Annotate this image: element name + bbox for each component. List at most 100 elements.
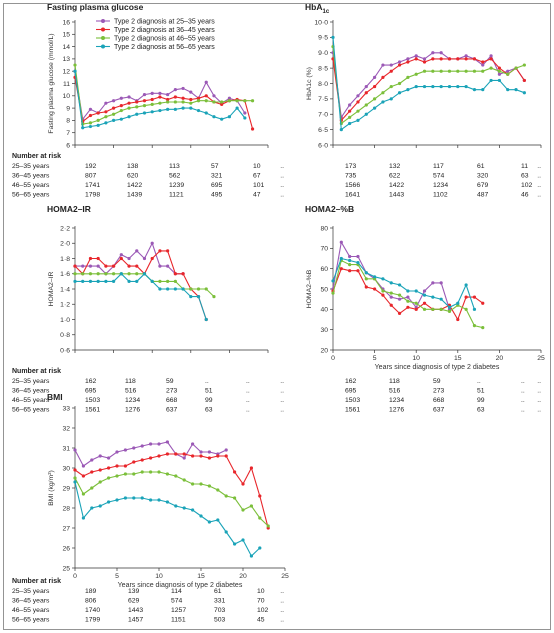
risk-cell: 1561 — [85, 407, 100, 414]
data-point-56-65 — [196, 295, 201, 299]
y-tick-label: 31 — [62, 445, 70, 452]
y-tick-label: 10·0 — [314, 19, 328, 26]
risk-cell: 46 — [521, 192, 529, 199]
data-point-36-45 — [258, 494, 262, 498]
data-point-46-55 — [348, 115, 352, 119]
risk-cell: .. — [537, 388, 541, 395]
data-point-25-35 — [142, 92, 147, 97]
data-point-25-35 — [397, 60, 402, 64]
data-point-36-45 — [464, 295, 468, 299]
data-point-56-65 — [431, 84, 435, 89]
data-point-25-35 — [406, 295, 410, 299]
data-point-56-65 — [196, 108, 201, 113]
data-point-56-65 — [489, 78, 493, 83]
data-point-36-45 — [88, 113, 93, 118]
data-point-36-45 — [207, 456, 211, 460]
risk-cell: 118 — [389, 378, 400, 385]
data-point-56-65 — [191, 508, 195, 512]
data-point-36-45 — [123, 464, 127, 468]
data-point-46-55 — [364, 277, 368, 281]
risk-cell: .. — [537, 407, 541, 414]
data-point-56-65 — [142, 111, 147, 115]
data-point-36-45 — [250, 127, 255, 131]
data-point-46-55 — [472, 324, 477, 328]
data-point-25-35 — [489, 54, 493, 58]
data-point-46-55 — [88, 272, 93, 276]
data-point-46-55 — [73, 63, 77, 67]
data-point-46-55 — [348, 263, 352, 267]
data-point-36-45 — [373, 84, 377, 89]
y-tick-label: 32 — [62, 425, 70, 432]
data-point-36-45 — [373, 287, 377, 291]
data-point-25-35 — [88, 107, 93, 111]
data-point-46-55 — [207, 484, 211, 488]
data-point-36-45 — [127, 264, 131, 268]
data-point-36-45 — [348, 269, 352, 273]
y-tick-label: 9·0 — [318, 50, 328, 57]
data-point-46-55 — [381, 289, 385, 293]
chart-fpg: Fasting plasma glucose678910111213141516… — [12, 2, 284, 199]
data-point-36-45 — [489, 57, 493, 61]
data-point-36-45 — [112, 264, 116, 268]
data-point-56-65 — [389, 281, 393, 285]
x-tick-label: 15 — [197, 573, 205, 580]
data-point-56-65 — [243, 116, 247, 120]
data-point-46-55 — [189, 287, 193, 291]
data-point-36-45 — [204, 94, 208, 98]
y-tick-label: 1·2 — [60, 302, 70, 309]
risk-cell: 637 — [433, 407, 445, 414]
data-point-46-55 — [224, 494, 228, 498]
data-point-56-65 — [381, 277, 385, 281]
y-tick-label: 2·2 — [60, 225, 70, 232]
data-point-36-45 — [339, 267, 343, 271]
data-point-46-55 — [140, 470, 144, 474]
y-tick-label: 0·6 — [60, 347, 70, 354]
data-point-36-45 — [414, 57, 418, 61]
data-point-25-35 — [348, 103, 352, 107]
x-axis-label: Years since diagnosis of type 2 diabetes — [375, 364, 500, 371]
risk-cell: 637 — [166, 407, 178, 414]
series-line-25-35 — [332, 52, 525, 119]
data-point-46-55 — [381, 91, 385, 95]
data-point-56-65 — [472, 307, 477, 311]
risk-cell: 59 — [433, 378, 441, 385]
risk-cell: 10 — [253, 163, 261, 170]
data-point-46-55 — [389, 84, 393, 89]
risk-row-label: 36–45 years — [12, 598, 50, 605]
data-point-56-65 — [356, 118, 360, 122]
data-point-25-35 — [339, 240, 343, 244]
series-line-56-65 — [332, 257, 475, 310]
data-point-36-45 — [497, 66, 501, 70]
risk-cell: 59 — [166, 378, 174, 385]
data-point-25-35 — [364, 84, 368, 89]
y-tick-label: 29 — [62, 485, 70, 492]
data-point-36-45 — [142, 99, 147, 103]
risk-cell: 1741 — [85, 182, 100, 189]
data-point-56-65 — [514, 88, 518, 92]
risk-cell: 102 — [257, 607, 269, 614]
risk-cell: .. — [280, 173, 284, 180]
series-line-25-35 — [332, 240, 451, 310]
risk-cell: 273 — [166, 388, 178, 395]
data-point-46-55 — [364, 103, 368, 107]
risk-cell: .. — [280, 192, 284, 199]
risk-cell: .. — [537, 163, 541, 170]
data-point-25-35 — [73, 448, 77, 452]
risk-cell: 99 — [477, 397, 485, 404]
risk-cell: 1457 — [128, 617, 143, 624]
data-point-56-65 — [522, 91, 526, 95]
risk-cell: 1234 — [125, 397, 140, 404]
data-point-36-45 — [127, 101, 131, 105]
x-tick-label: 20 — [496, 355, 504, 362]
risk-cell: 51 — [477, 388, 485, 395]
data-point-36-45 — [356, 269, 360, 273]
risk-cell: 1503 — [345, 397, 360, 404]
risk-cell: .. — [280, 598, 284, 605]
risk-cell: 173 — [345, 163, 357, 170]
risk-cell: .. — [537, 182, 541, 189]
data-point-56-65 — [166, 287, 170, 291]
data-point-56-65 — [135, 112, 139, 116]
y-tick-label: 27 — [62, 525, 70, 532]
risk-cell: 516 — [125, 388, 137, 395]
data-point-25-35 — [406, 57, 410, 61]
